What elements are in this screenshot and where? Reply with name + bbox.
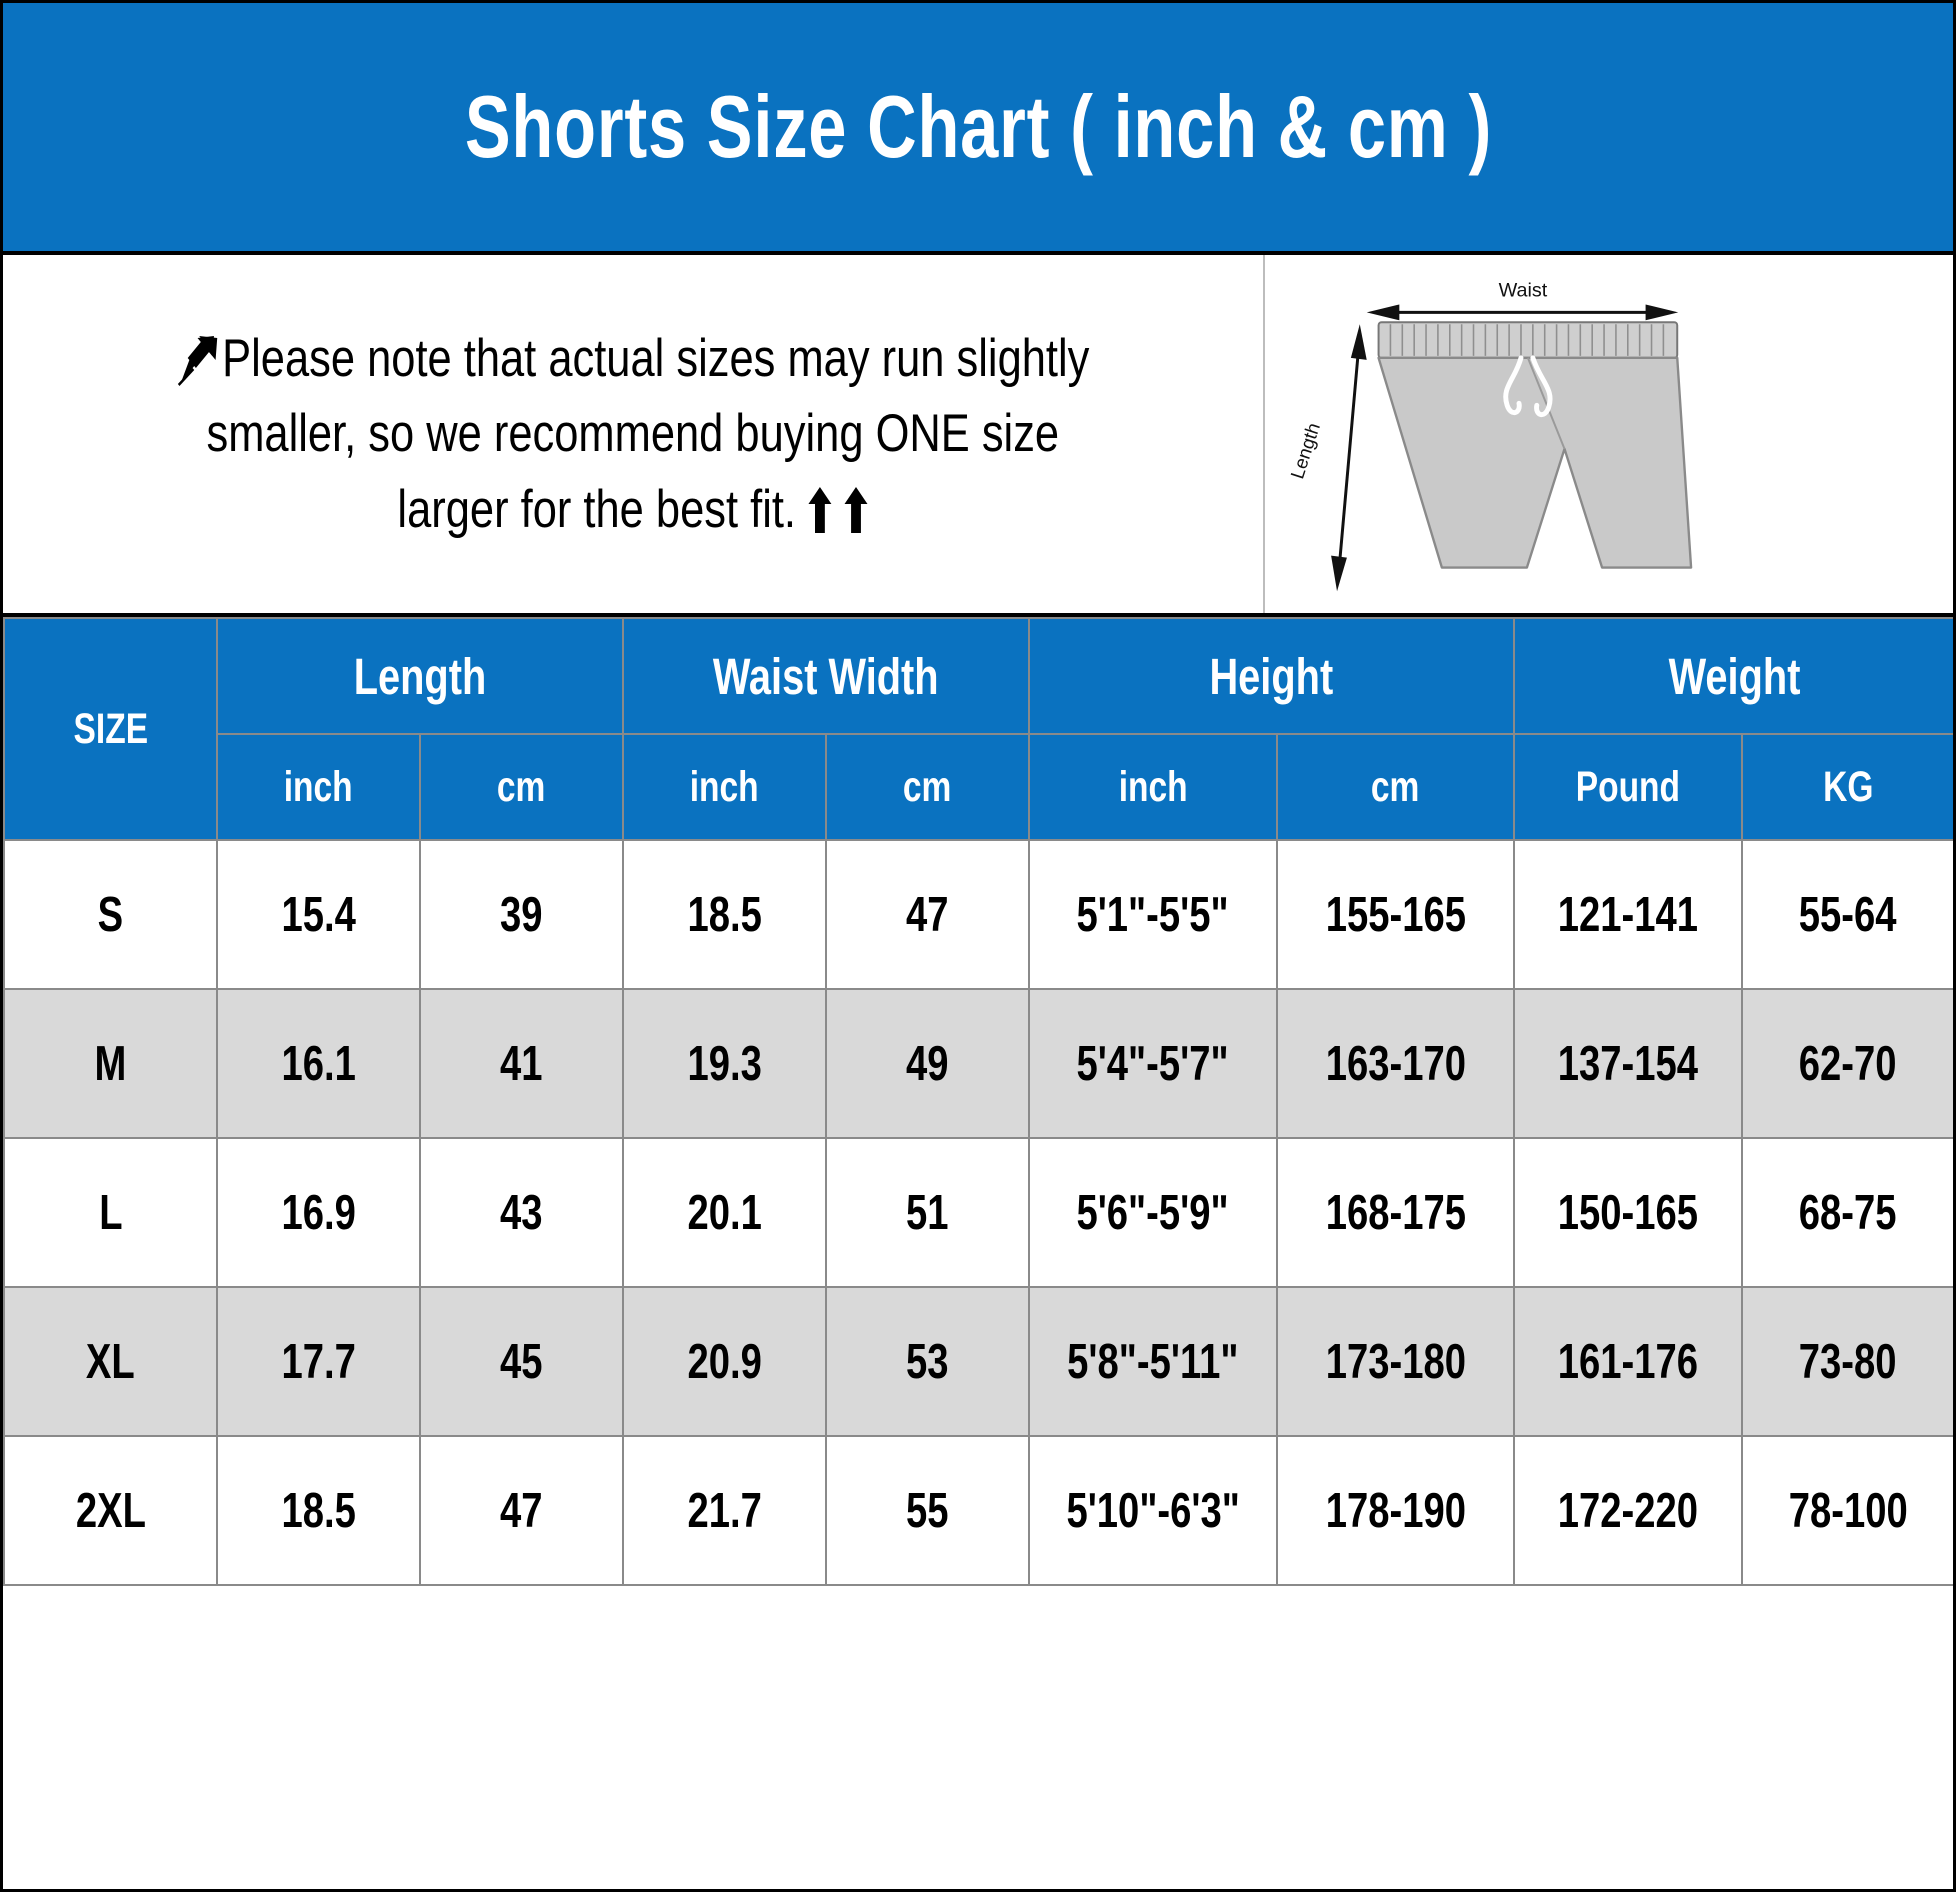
header-row-units: inch cm inch cm inch cm Pound KG (4, 733, 1953, 841)
cell-waist-inch: 19.3 (622, 988, 827, 1139)
cell-length-cm: 45 (419, 1286, 624, 1437)
cell-height-inch: 5'6"-5'9" (1028, 1137, 1279, 1288)
note-cell: Please note that actual sizes may run sl… (3, 255, 1265, 613)
cell-weight-kg: 73-80 (1741, 1286, 1953, 1437)
header-group-weight: Weight (1513, 617, 1953, 735)
shorts-measurement-diagram: Waist Length (1265, 255, 1953, 613)
note-line-3: larger for the best fit. (397, 479, 797, 539)
note-and-diagram-band: Please note that actual sizes may run sl… (3, 255, 1953, 617)
cell-weight-kg: 55-64 (1741, 839, 1953, 990)
table-row: 2XL 18.5 47 21.7 55 5'10"-6'3" 178-190 1… (3, 1435, 1953, 1586)
header-waist-inch: inch (622, 733, 827, 841)
cell-length-cm: 47 (419, 1435, 624, 1586)
cell-length-inch: 16.9 (216, 1137, 421, 1288)
header-row-groups: SIZE Length Waist Width Height Weight (3, 617, 1953, 841)
waist-double-arrow-icon (1366, 304, 1679, 321)
cell-height-cm: 163-170 (1276, 988, 1516, 1139)
table-header: SIZE Length Waist Width Height Weight in… (3, 617, 1953, 841)
size-table: SIZE Length Waist Width Height Weight in… (3, 617, 1953, 1586)
note-line-2: smaller, so we recommend buying ONE size (206, 404, 1060, 464)
table-row: L 16.9 43 20.1 51 5'6"-5'9" 168-175 150-… (3, 1137, 1953, 1288)
header-length-cm: cm (419, 733, 624, 841)
cell-size: M (3, 988, 218, 1139)
cell-weight-kg: 62-70 (1741, 988, 1953, 1139)
cell-height-inch: 5'10"-6'3" (1028, 1435, 1279, 1586)
table-body: S 15.4 39 18.5 47 5'1"-5'5" 155-165 121-… (3, 839, 1953, 1586)
arrow-up-icon (808, 478, 833, 533)
cell-size: S (3, 839, 218, 990)
pushpin-icon (176, 331, 220, 387)
table-row: XL 17.7 45 20.9 53 5'8"-5'11" 173-180 16… (3, 1286, 1953, 1437)
cell-size: XL (3, 1286, 218, 1437)
cell-height-cm: 155-165 (1276, 839, 1516, 990)
cell-waist-cm: 53 (824, 1286, 1031, 1437)
cell-height-inch: 5'4"-5'7" (1028, 988, 1279, 1139)
header-group-waist-width: Waist Width (621, 617, 1031, 735)
cell-waist-cm: 49 (824, 988, 1031, 1139)
shorts-illustration (1377, 321, 1693, 569)
header-group-length: Length (216, 617, 624, 735)
table-row: S 15.4 39 18.5 47 5'1"-5'5" 155-165 121-… (3, 839, 1953, 990)
cell-waist-cm: 47 (824, 839, 1031, 990)
header-waist-cm: cm (824, 733, 1031, 841)
cell-weight-pound: 137-154 (1513, 988, 1744, 1139)
header-length-inch: inch (216, 733, 421, 841)
header-height-inch: inch (1028, 733, 1279, 841)
cell-length-cm: 41 (419, 988, 624, 1139)
cell-size: L (3, 1137, 218, 1288)
note-line-1: Please note that actual sizes may run sl… (222, 329, 1090, 389)
cell-waist-inch: 20.1 (622, 1137, 827, 1288)
cell-length-cm: 39 (419, 839, 624, 990)
cell-length-cm: 43 (419, 1137, 624, 1288)
cell-weight-pound: 172-220 (1513, 1435, 1744, 1586)
table-row: M 16.1 41 19.3 49 5'4"-5'7" 163-170 137-… (3, 988, 1953, 1139)
header-size: SIZE (3, 617, 218, 841)
header-weight-pound: Pound (1513, 733, 1744, 841)
arrow-up-icon (844, 478, 869, 533)
cell-waist-inch: 18.5 (622, 839, 827, 990)
cell-weight-pound: 121-141 (1513, 839, 1744, 990)
cell-length-inch: 18.5 (216, 1435, 421, 1586)
length-label-text: Length (1286, 420, 1324, 481)
cell-length-inch: 16.1 (216, 988, 421, 1139)
cell-weight-kg: 68-75 (1741, 1137, 1953, 1288)
cell-weight-pound: 150-165 (1513, 1137, 1744, 1288)
cell-size: 2XL (3, 1435, 218, 1586)
cell-height-cm: 178-190 (1276, 1435, 1516, 1586)
header-group-height: Height (1028, 617, 1516, 735)
cell-length-inch: 17.7 (216, 1286, 421, 1437)
cell-height-cm: 168-175 (1276, 1137, 1516, 1288)
cell-waist-inch: 20.9 (622, 1286, 827, 1437)
cell-weight-pound: 161-176 (1513, 1286, 1744, 1437)
cell-waist-inch: 21.7 (622, 1435, 827, 1586)
cell-height-inch: 5'1"-5'5" (1028, 839, 1279, 990)
cell-length-inch: 15.4 (216, 839, 421, 990)
cell-height-cm: 173-180 (1276, 1286, 1516, 1437)
page-title: Shorts Size Chart ( inch & cm ) (464, 77, 1492, 176)
cell-waist-cm: 55 (824, 1435, 1031, 1586)
waist-label-text: Waist (1499, 280, 1548, 302)
header-height-cm: cm (1276, 733, 1516, 841)
cell-height-inch: 5'8"-5'11" (1028, 1286, 1279, 1437)
cell-waist-cm: 51 (824, 1137, 1031, 1288)
cell-weight-kg: 78-100 (1741, 1435, 1953, 1586)
fit-note: Please note that actual sizes may run sl… (176, 321, 1090, 547)
length-double-arrow-icon (1331, 324, 1367, 592)
header-weight-kg: KG (1741, 733, 1953, 841)
chart-title-bar: Shorts Size Chart ( inch & cm ) (3, 3, 1953, 255)
